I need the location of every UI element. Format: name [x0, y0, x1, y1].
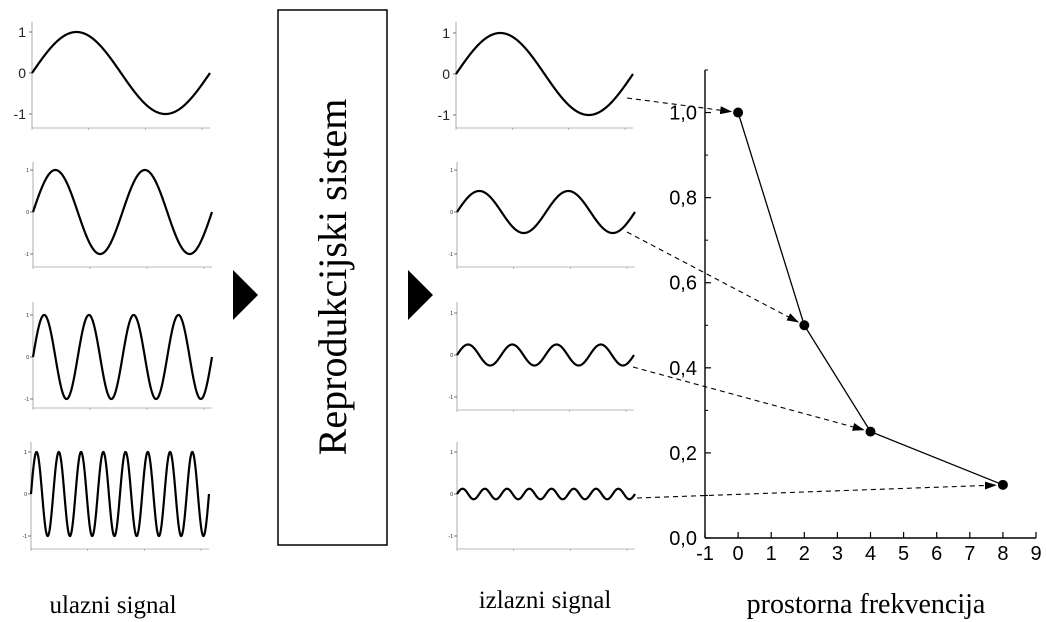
input-signal-panel-1-y-tick-label: -1 [14, 106, 27, 122]
output-signal-panel-1-y-tick-label: 1 [442, 25, 450, 41]
input-signal-panel-3-y-tick-label: -1 [25, 397, 30, 403]
chart-x-tick-label: 0 [733, 543, 744, 565]
output-signal-label: izlazni signal [479, 587, 612, 614]
mtf-chart: 0,0 0,2 0,4 0,6 0,8 1,0 -1 0 1 2 3 4 5 6 7 8 9 [669, 69, 1042, 565]
input-signal-panel-3: 1 0 -1 [25, 302, 214, 410]
input-signal-panel-4-y-tick-label: 1 [24, 450, 27, 456]
input-signal-panel-1-y-tick-label: 0 [18, 65, 26, 81]
chart-x-tick-label: 6 [931, 543, 942, 565]
mapping-arrows [626, 97, 997, 499]
output-signal-panel-4-y-tick-label: -1 [449, 534, 454, 540]
output-signal-panel-1-y-tick-label: -1 [438, 107, 451, 123]
chart-series-line [737, 112, 1004, 486]
chart-data-point [733, 107, 744, 118]
system-box [277, 9, 388, 546]
mapping-arrow [626, 231, 799, 323]
chart-x-tick-label: 1 [766, 543, 777, 565]
output-signal-panel-4-wave [456, 487, 636, 501]
chart-y-tick-label: 0,8 [669, 188, 697, 210]
input-signal-panel-2: 1 0 -1 [25, 162, 214, 269]
chart-x-tick-label: -1 [696, 543, 714, 565]
input-signal-panel-1-wave [31, 30, 211, 116]
chart-y-tick-label: 1,0 [669, 103, 697, 125]
input-signal-panel-4: 1 0 -1 [23, 442, 211, 551]
input-signal-panel-3-wave [31, 313, 214, 401]
output-signal-panel-4: 1 0 -1 [449, 442, 636, 551]
input-signal-panel-3-y-tick-label: 0 [26, 355, 29, 361]
output-signal-panel-3: 1 0 -1 [449, 302, 635, 412]
input-signal-panel-4-y-tick-label: -1 [23, 534, 28, 540]
output-signal-panel-4-y-tick-label: 1 [450, 450, 453, 456]
input-flow-arrow-icon [233, 270, 258, 320]
system-label: Reprodukcijski sistem [310, 99, 355, 456]
chart-x-tick-label: 9 [1030, 543, 1041, 565]
input-signal-panel-4-wave [29, 450, 211, 538]
input-signal-panel-2-wave [31, 168, 214, 256]
input-signal-panel-1-y-tick-label: 1 [18, 24, 26, 40]
input-signal-label: ulazni signal [49, 592, 176, 619]
output-signal-panel-3-y-tick-label: 1 [450, 311, 453, 317]
output-signal-panel-1-y-tick-label: 0 [442, 66, 450, 82]
output-signal-panel-2: 1 0 -1 [449, 162, 636, 269]
input-signal-panel-2-y-tick-label: -1 [25, 252, 30, 258]
chart-y-tick-label: 0,6 [669, 273, 697, 295]
chart-y-tick-label: 0,2 [669, 443, 697, 465]
mapping-arrow [632, 366, 865, 431]
chart-data-point [865, 426, 876, 437]
output-signal-panel-3-y-tick-label: 0 [450, 353, 453, 359]
chart-x-tick-label: 8 [997, 543, 1008, 565]
output-flow-arrow-icon [408, 270, 433, 320]
chart-y-tick-label: 0,0 [669, 528, 697, 550]
input-signal-panel-2-y-tick-label: 0 [26, 210, 29, 216]
chart-x-tick-label: 2 [799, 543, 810, 565]
output-signal-panel-2-y-tick-label: -1 [449, 252, 454, 258]
chart-x-tick-label: 4 [865, 543, 876, 565]
x-axis-title: prostorna frekvencija [747, 589, 986, 620]
chart-x-tick-label: 3 [832, 543, 843, 565]
input-signal-panel-2-y-tick-label: 1 [26, 168, 29, 174]
output-signal-panels: 1 0 -1 1 0 -1 1 0 -1 1 0 -1 [438, 22, 636, 551]
output-signal-panel-3-y-tick-label: -1 [449, 395, 454, 401]
output-signal-panel-2-wave [456, 189, 636, 235]
input-signal-panel-3-y-tick-label: 1 [26, 313, 29, 319]
output-signal-panel-3-wave [456, 343, 635, 367]
mapping-arrow [636, 481, 997, 499]
input-signal-panel-1: 1 0 -1 [14, 22, 211, 130]
chart-x-tick-label: 7 [964, 543, 975, 565]
output-signal-panel-2-y-tick-label: 1 [450, 168, 453, 174]
output-signal-panel-2-y-tick-label: 0 [450, 210, 453, 216]
input-signal-panel-4-y-tick-label: 0 [24, 492, 27, 498]
output-signal-panel-1: 1 0 -1 [438, 22, 634, 130]
chart-y-tick-label: 0,4 [669, 358, 697, 380]
output-signal-panel-1-wave [455, 31, 634, 117]
output-signal-panel-4-y-tick-label: 0 [450, 492, 453, 498]
chart-x-tick-label: 5 [898, 543, 909, 565]
chart-data-point [799, 320, 810, 331]
input-signal-panels: 1 0 -1 1 0 -1 1 0 -1 1 0 -1 [14, 22, 214, 551]
chart-data-point [997, 479, 1008, 490]
